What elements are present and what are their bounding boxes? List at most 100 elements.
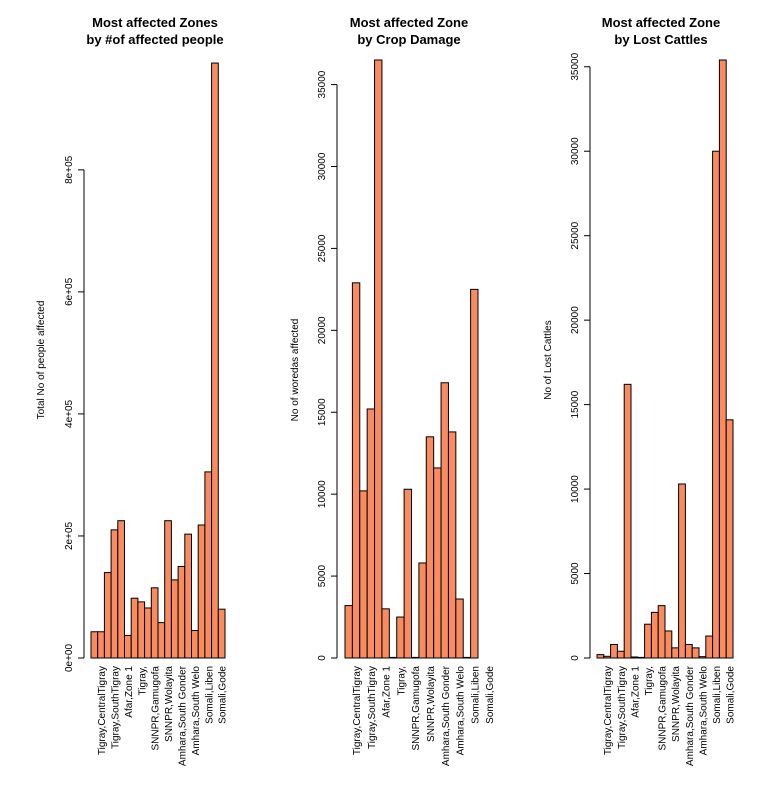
bar	[396, 616, 405, 659]
y-tick-label: 5000	[570, 562, 581, 585]
x-tick-label: Tigray,SouthTigray	[367, 666, 378, 749]
bar	[712, 150, 720, 659]
bar	[418, 562, 427, 659]
bar	[691, 647, 700, 659]
bar	[644, 623, 652, 659]
chart-title-line: Most affected Zone	[350, 15, 468, 30]
x-tick-label: Amhara,South Welo	[191, 666, 202, 756]
y-tick-label: 10000	[317, 480, 328, 508]
y-tick-label: 8e+05	[64, 155, 75, 184]
y-tick-label: 30000	[570, 137, 581, 165]
x-tick-label: SNNPR,Gamugofa	[658, 666, 669, 751]
x-tick-label: Somali,Gode	[485, 666, 496, 724]
y-tick-label: 2e+05	[64, 521, 75, 550]
bar	[381, 608, 390, 659]
bar	[425, 436, 435, 659]
y-tick-label: 20000	[317, 316, 328, 344]
x-tick-label: Amhara,South Welo	[698, 666, 709, 756]
y-tick-label: 15000	[570, 390, 581, 418]
bar	[623, 383, 632, 659]
y-tick-label: 0e+00	[64, 644, 75, 673]
bar	[603, 655, 612, 659]
x-tick-label: Somali,Liben	[712, 666, 723, 724]
bar	[359, 490, 368, 659]
y-tick-label: 6e+05	[64, 277, 75, 306]
bar	[130, 597, 139, 659]
x-tick-label: Afar,Zone 1	[124, 666, 135, 718]
bar	[103, 572, 112, 659]
bar	[596, 654, 605, 659]
y-axis-label: Total No of people affected	[36, 301, 47, 420]
y-axis-label: No of woredas affected	[290, 319, 301, 422]
x-tick-label: Tigray,CentralTigray	[352, 666, 363, 755]
y-axis-label: No of Lost Cattles	[543, 320, 554, 399]
x-tick-label: SNNPR,Gamugofa	[411, 666, 422, 751]
y-tick-label: 5000	[317, 565, 328, 588]
bar	[170, 579, 179, 659]
chart-title-line: Most affected Zones	[92, 15, 218, 30]
bar	[374, 59, 383, 659]
y-tick-label: 25000	[317, 234, 328, 262]
x-tick-label: SNNPR,Gamugofa	[151, 666, 162, 751]
y-tick-label: 4e+05	[64, 399, 75, 428]
x-tick-label: Tigray,	[644, 666, 655, 695]
bar	[164, 520, 172, 659]
bar	[650, 611, 659, 659]
bar	[344, 605, 353, 659]
bar	[718, 59, 727, 659]
bar	[177, 565, 186, 659]
bar	[351, 282, 361, 659]
bar	[411, 656, 420, 659]
y-tick-label: 15000	[317, 398, 328, 426]
bar	[217, 608, 226, 659]
bar	[197, 524, 206, 659]
bar	[403, 488, 413, 659]
bar	[610, 643, 618, 659]
x-tick-label: Tigray,CentralTigray	[603, 666, 614, 755]
x-tick-label: Amhara,South Welo	[456, 666, 467, 756]
bar	[366, 408, 376, 659]
bar	[97, 631, 105, 659]
bar	[388, 656, 398, 659]
x-tick-label: Tigray,SouthTigray	[110, 666, 121, 749]
bar	[191, 630, 199, 659]
bar	[462, 656, 472, 659]
bar	[440, 382, 449, 659]
x-tick-label: Somali,Gode	[218, 666, 229, 724]
bar	[157, 622, 166, 659]
x-tick-label: SNNPR,Wolayita	[671, 666, 682, 742]
x-tick-label: Somali,Liben	[204, 666, 215, 724]
chart-panel-lost-cattles: Most affected Zone by Lost Cattles 0 5000 10…	[543, 15, 737, 766]
x-tick-label: Amhara,South Gonder	[177, 665, 188, 766]
x-tick-label: Tigray,	[137, 666, 148, 695]
y-tick-label: 35000	[570, 52, 581, 80]
bar	[664, 630, 673, 659]
y-tick-label: 10000	[570, 475, 581, 503]
bar	[657, 605, 666, 659]
bar	[637, 656, 646, 659]
bar	[630, 656, 639, 659]
bar	[124, 634, 132, 659]
chart-title-line: Most affected Zone	[602, 15, 720, 30]
chart-title-line: by #of affected people	[86, 32, 223, 47]
bar	[137, 601, 146, 659]
bar	[117, 520, 126, 659]
bar	[698, 656, 707, 659]
x-tick-label: Afar,Zone 1	[630, 666, 641, 718]
x-tick-label: Tigray,CentralTigray	[97, 666, 108, 755]
bar	[90, 631, 99, 659]
bar	[150, 587, 159, 659]
chart-panel-people: Most affected Zones by #of affected peopl…	[36, 15, 229, 766]
bar	[110, 529, 119, 659]
x-tick-label: Somali,Gode	[726, 666, 737, 724]
x-tick-label: SNNPR,Wolayita	[426, 666, 437, 742]
x-tick-label: Afar,Zone 1	[382, 666, 393, 718]
x-tick-label: Tigray,	[396, 666, 407, 695]
bar	[184, 533, 193, 659]
bar	[144, 607, 152, 659]
y-tick-label: 30000	[317, 152, 328, 180]
bar	[705, 635, 714, 659]
y-tick-label: 25000	[570, 221, 581, 249]
chart-panel-crop-damage: Most affected Zone by Crop Damage 0 5000 100…	[290, 15, 496, 766]
x-tick-label: Tigray,SouthTigray	[617, 666, 628, 749]
